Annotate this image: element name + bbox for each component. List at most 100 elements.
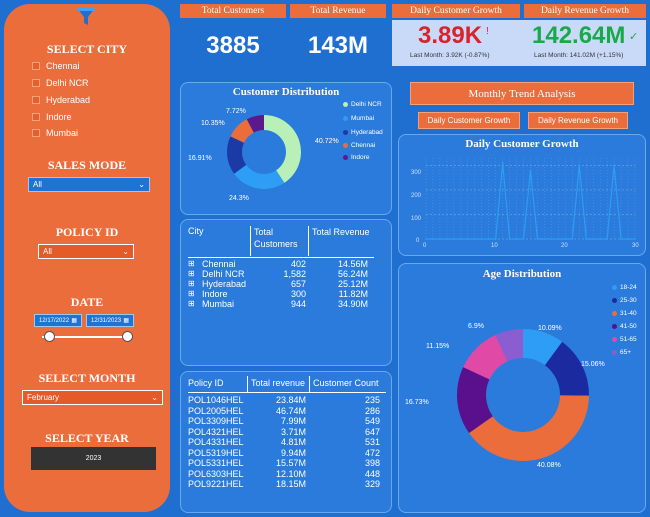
table-row[interactable]: POL4321HEL 3.71M 647 — [188, 427, 386, 438]
date-end-input[interactable]: 12/31/2023 ▦ — [86, 314, 134, 327]
kpi-daily-customer-growth-label: Daily Customer Growth — [392, 4, 520, 18]
calendar-icon: ▦ — [71, 318, 77, 324]
data-point[interactable] — [425, 238, 427, 240]
table-cell: POL4331HEL — [188, 437, 244, 447]
data-point[interactable] — [459, 238, 462, 240]
month-dropdown[interactable]: February ⌄ — [22, 390, 163, 405]
age-slice-51-65[interactable] — [463, 335, 508, 380]
table-cell: 25.12M — [337, 279, 368, 289]
daily-revenue-growth-button[interactable]: Daily Revenue Growth — [528, 112, 628, 129]
data-point[interactable] — [522, 238, 525, 240]
growth-kpi-card — [392, 20, 646, 66]
customer-slice-hyderabad[interactable] — [227, 136, 247, 174]
data-point[interactable] — [550, 238, 553, 240]
data-point[interactable] — [627, 238, 629, 240]
data-point[interactable] — [466, 238, 469, 240]
expand-icon[interactable]: ⊞ — [188, 299, 195, 308]
date-slider-start-handle[interactable] — [44, 331, 55, 342]
table-row[interactable]: ⊞ Indore 300 11.82M — [188, 289, 374, 299]
data-point[interactable] — [446, 238, 448, 240]
date-slider-track[interactable] — [42, 336, 132, 338]
table-row[interactable]: POL5319HEL 9.94M 472 — [188, 448, 386, 459]
expand-icon[interactable]: ⊞ — [188, 269, 195, 278]
customer-slice-chennai[interactable] — [230, 119, 254, 143]
data-point[interactable] — [473, 238, 476, 240]
table-cell: 4.81M — [280, 437, 306, 447]
table-cell: POL1046HEL — [188, 395, 244, 405]
table-row[interactable]: POL1046HEL 23.84M 235 — [188, 395, 386, 406]
age-slice-25-30[interactable] — [544, 341, 589, 396]
table-cell: Hyderabad — [202, 279, 247, 289]
data-point[interactable] — [480, 238, 483, 240]
chevron-down-icon: ⌄ — [122, 247, 129, 256]
data-point[interactable] — [599, 238, 602, 240]
data-point[interactable] — [536, 238, 539, 240]
expand-icon[interactable]: ⊞ — [188, 289, 195, 298]
age-label-25-30: 15.06% — [581, 361, 605, 368]
customer-slice-delhi-ncr[interactable] — [264, 115, 301, 183]
data-point[interactable] — [487, 238, 490, 240]
data-point[interactable] — [452, 238, 455, 240]
age-slice-18-24[interactable] — [523, 329, 563, 366]
city-checkbox-hyderabad[interactable]: Hyderabad — [32, 95, 90, 105]
data-point[interactable] — [578, 164, 581, 167]
checkbox-icon[interactable] — [32, 79, 40, 87]
data-point[interactable] — [543, 238, 546, 240]
data-point[interactable] — [613, 164, 615, 167]
table-row[interactable]: POL5331HEL 15.57M 398 — [188, 458, 386, 469]
table-cell: 472 — [364, 447, 380, 458]
customer-slice-mumbai[interactable] — [234, 164, 285, 189]
data-point[interactable] — [494, 238, 497, 240]
city-checkbox-delhi-ncr[interactable]: Delhi NCR — [32, 78, 89, 88]
checkbox-icon[interactable] — [32, 96, 40, 104]
city-checkbox-mumbai[interactable]: Mumbai — [32, 128, 78, 138]
table-row[interactable]: ⊞ Hyderabad 657 25.12M — [188, 279, 374, 289]
sales-mode-dropdown[interactable]: All ⌄ — [28, 177, 150, 192]
table-row[interactable]: ⊞ Mumbai 944 34.90M — [188, 299, 374, 309]
data-point[interactable] — [606, 238, 609, 240]
data-point[interactable] — [508, 238, 511, 240]
expand-icon[interactable]: ⊞ — [188, 259, 195, 268]
checkbox-icon[interactable] — [32, 129, 40, 137]
date-start-input[interactable]: 12/17/2022 ▦ — [34, 314, 82, 327]
data-point[interactable] — [515, 238, 518, 240]
data-point[interactable] — [634, 238, 636, 240]
table-row[interactable]: ⊞ Chennai 402 14.56M — [188, 259, 374, 269]
data-point[interactable] — [564, 238, 567, 240]
age-slice-41-50[interactable] — [457, 367, 493, 434]
cust-label-delhi-ncr: 40.72% — [315, 138, 339, 145]
table-row[interactable]: POL6303HEL 12.10M 448 — [188, 469, 386, 480]
data-point[interactable] — [592, 238, 595, 240]
daily-customer-growth-button[interactable]: Daily Customer Growth — [418, 112, 520, 129]
table-row[interactable]: ⊞ Delhi NCR 1,582 56.24M — [188, 269, 374, 279]
table-cell: 657 — [290, 279, 306, 289]
data-point[interactable] — [501, 162, 504, 164]
data-point[interactable] — [585, 238, 588, 240]
expand-icon[interactable]: ⊞ — [188, 279, 195, 288]
daily-customer-growth-panel: Daily Customer Growth — [398, 134, 646, 256]
table-row[interactable]: POL2005HEL 46.74M 286 — [188, 406, 386, 417]
table-row[interactable]: POL9221HEL 18.15M 329 — [188, 479, 386, 490]
year-selector[interactable]: 2023 — [31, 447, 156, 470]
data-point[interactable] — [529, 169, 532, 172]
city-checkbox-indore[interactable]: Indore — [32, 112, 72, 122]
table-row[interactable]: POL4331HEL 4.81M 531 — [188, 437, 386, 448]
age-slice-31-40[interactable] — [469, 395, 589, 461]
select-month-title: SELECT MONTH — [38, 371, 136, 385]
data-point[interactable] — [557, 238, 560, 240]
x-tick-20: 20 — [561, 243, 568, 249]
data-point[interactable] — [432, 238, 434, 240]
data-point[interactable] — [620, 238, 622, 240]
age-slice-65-[interactable] — [495, 329, 523, 362]
date-slider-end-handle[interactable] — [122, 331, 133, 342]
y-tick-100: 100 — [411, 216, 422, 222]
data-point[interactable] — [439, 238, 441, 240]
checkbox-icon[interactable] — [32, 62, 40, 70]
table-row[interactable]: POL3309HEL 7.99M 549 — [188, 416, 386, 427]
city-checkbox-chennai[interactable]: Chennai — [32, 61, 80, 71]
policy-id-dropdown[interactable]: All ⌄ — [38, 244, 134, 259]
checkbox-icon[interactable] — [32, 113, 40, 121]
data-point[interactable] — [571, 238, 574, 240]
funnel-icon[interactable] — [75, 6, 97, 28]
customer-slice-indore[interactable] — [246, 115, 264, 133]
